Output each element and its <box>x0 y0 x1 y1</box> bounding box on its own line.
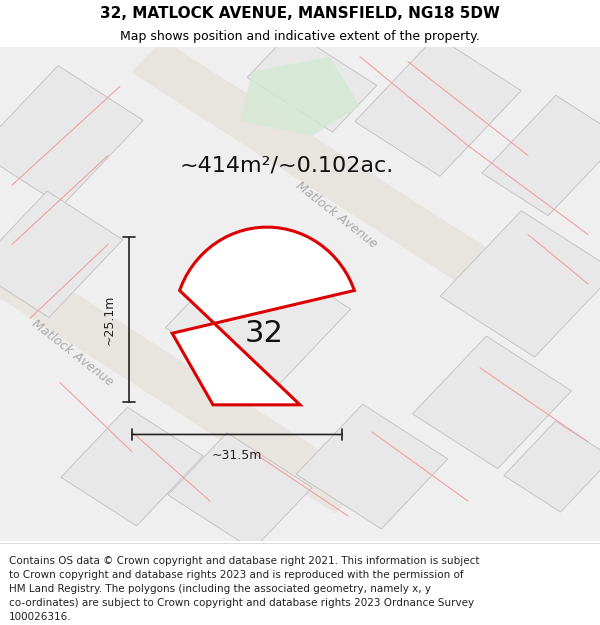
Text: Map shows position and indicative extent of the property.: Map shows position and indicative extent… <box>120 30 480 43</box>
Polygon shape <box>172 227 355 405</box>
Polygon shape <box>0 66 143 206</box>
Polygon shape <box>0 222 367 514</box>
Polygon shape <box>240 57 360 136</box>
Polygon shape <box>504 421 600 512</box>
Text: to Crown copyright and database rights 2023 and is reproduced with the permissio: to Crown copyright and database rights 2… <box>9 570 464 580</box>
Polygon shape <box>247 31 377 132</box>
Text: ~31.5m: ~31.5m <box>212 449 262 462</box>
Text: Matlock Avenue: Matlock Avenue <box>293 179 379 251</box>
Text: Contains OS data © Crown copyright and database right 2021. This information is : Contains OS data © Crown copyright and d… <box>9 556 479 566</box>
Text: 32, MATLOCK AVENUE, MANSFIELD, NG18 5DW: 32, MATLOCK AVENUE, MANSFIELD, NG18 5DW <box>100 6 500 21</box>
Text: ~414m²/~0.102ac.: ~414m²/~0.102ac. <box>180 156 394 176</box>
Text: 100026316.: 100026316. <box>9 611 71 621</box>
Text: co-ordinates) are subject to Crown copyright and database rights 2023 Ordnance S: co-ordinates) are subject to Crown copyr… <box>9 598 474 608</box>
Polygon shape <box>61 408 203 526</box>
Polygon shape <box>131 39 565 331</box>
Polygon shape <box>168 432 312 550</box>
Polygon shape <box>0 191 123 318</box>
Text: HM Land Registry. The polygons (including the associated geometry, namely x, y: HM Land Registry. The polygons (includin… <box>9 584 431 594</box>
Polygon shape <box>440 211 600 357</box>
Polygon shape <box>482 96 600 216</box>
Text: ~25.1m: ~25.1m <box>103 294 116 345</box>
Text: Matlock Avenue: Matlock Avenue <box>29 318 115 389</box>
Text: 32: 32 <box>245 319 283 348</box>
Polygon shape <box>355 36 521 176</box>
Polygon shape <box>413 336 571 469</box>
Polygon shape <box>166 242 350 394</box>
Polygon shape <box>296 404 448 529</box>
